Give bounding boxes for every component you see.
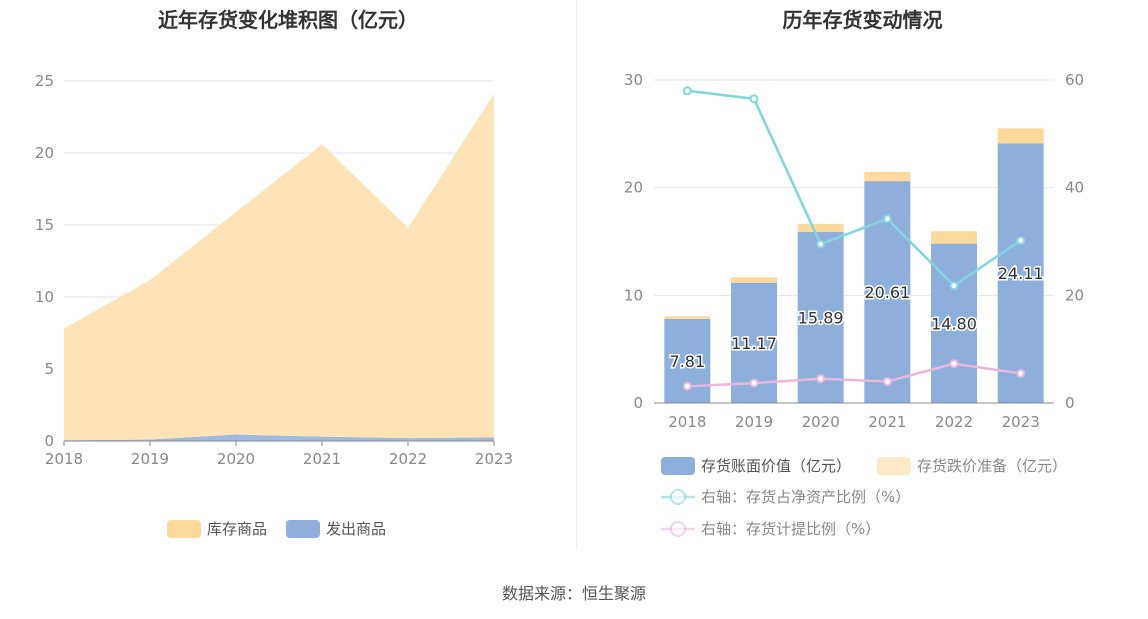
x-tick-label: 2020 [802, 413, 840, 431]
legend-marker [670, 489, 686, 505]
bar-impairment [931, 231, 977, 244]
bar-book-value [997, 143, 1044, 404]
legend-swatch [661, 457, 695, 475]
line-series-1 [687, 89, 1022, 288]
line-point [816, 374, 826, 384]
line-point [1016, 235, 1026, 245]
x-tick-label: 2022 [935, 413, 973, 431]
bar-impairment [864, 171, 911, 182]
legend-label: 右轴：存货占净资产比例（%） [701, 488, 910, 506]
x-tick-label: 2018 [45, 450, 83, 468]
x-tick-label: 2020 [217, 450, 255, 468]
y-tick-label: 20 [35, 144, 54, 162]
line-point [949, 281, 959, 291]
line-point [816, 239, 826, 249]
y-tick-label: 10 [35, 288, 54, 306]
line-point [749, 94, 759, 104]
legend-label: 库存商品 [207, 520, 267, 538]
left-chart-panel: 近年存货变化堆积图（亿元） 0 5 10 15 20 25 2018 2019 2020 2021… [0, 0, 576, 560]
legend-label: 发出商品 [326, 520, 386, 538]
line-point [749, 378, 759, 388]
line-point [682, 86, 692, 96]
y-tick-label: 30 [624, 71, 643, 89]
x-tick-label: 2023 [475, 450, 513, 468]
line-point [882, 214, 892, 224]
y-tick-label: 15 [35, 216, 54, 234]
bar-line-combo-chart: 0 10 20 30 0 20 40 60 7.81 11.17 15.89 20.61 14.80 24… [624, 71, 1084, 538]
bar-data-label: 14.80 [931, 314, 977, 333]
bar-impairment [664, 316, 711, 319]
panel-divider [576, 0, 577, 550]
bar-impairment [997, 128, 1044, 144]
y-tick-label: 0 [44, 432, 54, 450]
bar-impairment [731, 277, 777, 283]
y2-tick-label: 60 [1065, 71, 1084, 89]
legend-label: 存货账面价值（亿元） [701, 457, 851, 475]
y2-tick-label: 20 [1065, 286, 1084, 304]
area-series-1 [64, 434, 494, 441]
legend-swatch [167, 520, 201, 538]
bar-data-label: 24.11 [998, 264, 1044, 283]
x-tick-label: 2019 [735, 413, 773, 431]
y2-tick-label: 40 [1065, 179, 1084, 197]
x-tick-label: 2019 [131, 450, 169, 468]
legend-label: 右轴：存货计提比例（%） [701, 520, 880, 538]
x-tick-label: 2023 [1002, 413, 1040, 431]
stacked-area-chart: 0 5 10 15 20 25 2018 2019 2020 2021 2022 2023 库存商品 发出… [35, 72, 513, 538]
legend-swatch [286, 520, 320, 538]
line-point [682, 381, 692, 391]
x-tick-label: 2018 [668, 413, 706, 431]
x-tick-label: 2021 [868, 413, 906, 431]
y-tick-label: 10 [624, 286, 643, 304]
data-source-note: 数据来源：恒生聚源 [501, 584, 646, 603]
left-chart-title: 近年存货变化堆积图（亿元） [158, 8, 418, 32]
y-tick-label: 5 [44, 360, 54, 378]
legend-marker [670, 521, 686, 537]
bar-data-label: 15.89 [798, 308, 844, 327]
y-tick-label: 25 [35, 72, 54, 90]
x-tick-label: 2021 [303, 450, 341, 468]
y-tick-label: 0 [633, 394, 643, 412]
x-tick-label: 2022 [389, 450, 427, 468]
legend-label: 存货跌价准备（亿元） [917, 457, 1067, 475]
right-chart-title: 历年存货变动情况 [782, 8, 943, 32]
area-series-2 [64, 93, 494, 441]
y-tick-label: 20 [624, 179, 643, 197]
legend-swatch [877, 457, 911, 475]
line-series-2 [687, 362, 1021, 388]
right-chart-panel: 历年存货变动情况 0 10 20 30 0 20 40 60 7.81 11.17 15.89 20.… [577, 0, 1148, 560]
y2-tick-label: 0 [1065, 394, 1075, 412]
bar-data-label: 20.61 [864, 283, 910, 302]
bar-impairment [797, 223, 844, 232]
line-point [949, 359, 959, 369]
line-point [1016, 368, 1026, 378]
line-point [882, 376, 892, 386]
bar-data-label: 11.17 [731, 334, 777, 353]
bar-data-label: 7.81 [670, 352, 706, 371]
